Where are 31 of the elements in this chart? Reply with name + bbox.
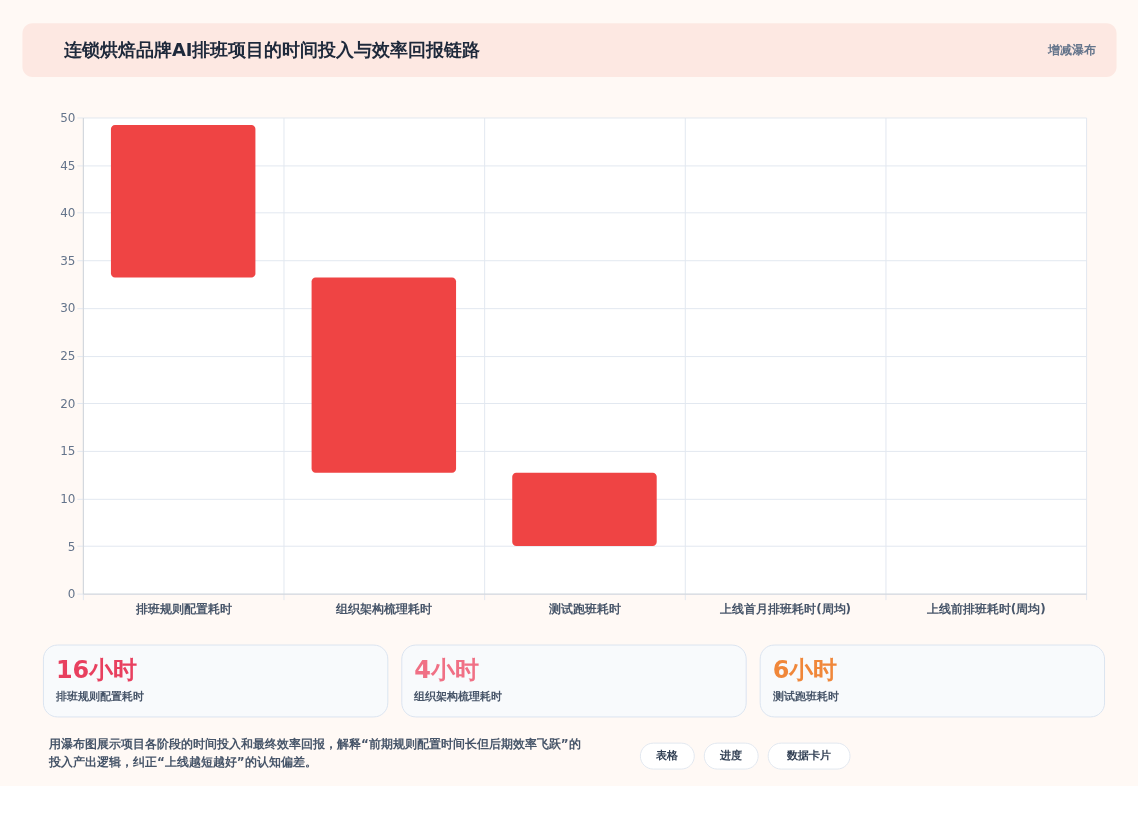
- x-tick-label: 测试跑班耗时: [547, 602, 621, 617]
- text: 测试跑班耗时: [771, 690, 839, 704]
- x-tick-label: 上线前排班耗时(周均): [925, 602, 1046, 617]
- text: 4小时: [414, 656, 479, 685]
- text: 用瀑布图展示项目各阶段的时间投入和最终效率回报，解释“前期规则配置时间长但后期效率飞跃”的投入产出逻辑，纠正“上线越短越好”的认知偏差。: [47, 736, 581, 769]
- y-tick-label: 5: [67, 539, 76, 554]
- text: 排班规则配置耗时: [54, 690, 144, 704]
- bar: [311, 277, 457, 473]
- x-tick-label: 组织架构梳理耗时: [335, 602, 433, 617]
- y-tick-label: 35: [60, 253, 76, 268]
- y-tick-label: 15: [60, 444, 76, 459]
- y-tick-label: 20: [60, 396, 76, 411]
- bar: [512, 472, 657, 547]
- bar: [110, 125, 256, 278]
- chart-title: 连锁烘焙品牌AI排班项目的时间投入与效率回报链路: [62, 38, 481, 60]
- y-tick-label: 40: [60, 206, 76, 221]
- y-tick-label: 25: [60, 349, 76, 364]
- y-tick-label: 50: [60, 110, 76, 125]
- text: 表格: [654, 748, 679, 762]
- y-tick-label: 30: [60, 301, 76, 316]
- x-tick-label: 排班规则配置耗时: [134, 602, 232, 617]
- y-tick-label: 45: [60, 158, 76, 173]
- text: 组织架构梳理耗时: [413, 690, 503, 704]
- text: 16小时: [55, 656, 138, 685]
- y-tick-label: 0: [67, 587, 76, 602]
- chart-subtitle: 增减瀑布: [1047, 42, 1097, 57]
- text: 6小时: [772, 656, 838, 685]
- text: 进度: [718, 748, 742, 762]
- x-tick-label: 上线首月排班耗时(周均): [719, 602, 852, 617]
- text: 数据卡片: [785, 748, 831, 762]
- y-tick-label: 10: [60, 491, 76, 506]
